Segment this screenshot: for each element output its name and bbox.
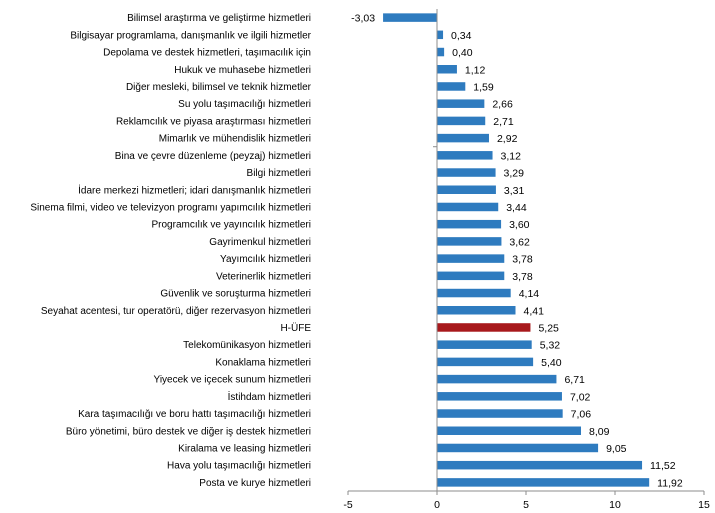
x-tick-label: 10 <box>609 499 621 511</box>
x-tick-label: 0 <box>434 499 440 511</box>
bar <box>383 13 437 22</box>
value-label: 4,14 <box>519 288 540 300</box>
value-label: 9,05 <box>606 443 627 455</box>
category-label: Su yolu taşımacılığı hizmetleri <box>178 99 311 110</box>
bar <box>437 288 511 298</box>
value-label: 0,34 <box>451 30 472 42</box>
value-label: 7,06 <box>571 409 592 421</box>
bar <box>437 151 493 160</box>
category-label: Posta ve kurye hizmetleri <box>199 478 311 489</box>
category-label: Veterinerlik hizmetleri <box>216 271 311 282</box>
category-label: Bilgisayar programlama, danışmanlık ve i… <box>70 30 311 41</box>
bar <box>437 460 643 470</box>
category-label: Gayrimenkul hizmetleri <box>209 237 311 248</box>
bar <box>437 426 582 435</box>
category-label: Bilgi hizmetleri <box>247 168 311 179</box>
value-label: -3,03 <box>351 13 375 25</box>
category-label: Seyahat acentesi, tur operatörü, diğer r… <box>41 306 311 317</box>
bar <box>437 323 531 332</box>
category-label: Büro yönetimi, büro destek ve diğer iş d… <box>66 426 311 437</box>
bar <box>437 168 496 177</box>
category-label: Kara taşımacılığı ve boru hattı taşımacı… <box>78 409 311 420</box>
value-label: 11,92 <box>657 477 683 489</box>
x-axis-ticks <box>347 491 705 495</box>
value-labels: -3,03 0,34 0,40 1,12 1,59 2,66 2,71 2,92 3,12 3,2… <box>351 13 683 490</box>
category-label: Bilimsel araştırma ve geliştirme hizmetl… <box>127 13 311 24</box>
bar <box>437 202 499 212</box>
bar <box>437 99 485 108</box>
category-label: Mimarlık ve mühendislik hizmetleri <box>159 134 311 145</box>
x-tick-label: 5 <box>523 499 529 511</box>
bar <box>437 30 444 40</box>
value-label: 3,31 <box>504 185 525 197</box>
value-label: 5,40 <box>541 357 562 369</box>
bar <box>437 443 599 453</box>
x-tick-label: -5 <box>343 499 352 511</box>
value-label: 3,62 <box>509 236 530 248</box>
category-label: Güvenlik ve soruşturma hizmetleri <box>160 289 311 300</box>
category-label: H-ÜFE <box>280 322 311 334</box>
value-label: 0,40 <box>452 47 473 59</box>
bar <box>437 478 650 487</box>
bar <box>437 185 496 194</box>
value-label: 2,71 <box>493 116 514 128</box>
category-label: Kiralama ve leasing hizmetleri <box>178 443 311 454</box>
value-label: 1,59 <box>473 81 494 93</box>
category-label: Yayımcılık hizmetleri <box>220 254 311 265</box>
bar <box>437 306 516 315</box>
value-label: 3,60 <box>509 219 530 231</box>
x-tick-label: 15 <box>698 499 710 511</box>
category-label: Hava yolu taşımacılığı hizmetleri <box>167 461 311 472</box>
value-label: 5,32 <box>540 340 561 352</box>
bar <box>437 271 505 281</box>
category-label: İdare merkezi hizmetleri; idari danışman… <box>78 183 311 196</box>
value-label: 3,78 <box>512 271 533 283</box>
category-label: Telekomünikasyon hizmetleri <box>183 340 311 351</box>
bar <box>437 392 562 401</box>
bar <box>437 65 457 74</box>
value-label: 11,52 <box>650 460 676 472</box>
category-labels: Bilimsel araştırma ve geliştirme hizmetl… <box>30 13 311 489</box>
category-label: Yiyecek ve içecek sunum hizmetleri <box>154 375 311 386</box>
bar <box>437 133 489 143</box>
value-label: 3,44 <box>506 202 527 214</box>
bar <box>437 219 502 229</box>
bar <box>437 116 486 126</box>
value-label: 2,66 <box>492 99 513 111</box>
bar <box>437 237 502 246</box>
value-label: 8,09 <box>589 426 610 438</box>
category-label: İstihdam hizmetleri <box>228 390 311 403</box>
category-label: Diğer mesleki, bilimsel ve teknik hizmet… <box>126 82 312 93</box>
value-label: 1,12 <box>465 64 486 76</box>
category-label: Bina ve çevre düzenleme (peyzaj) hizmetl… <box>115 151 311 162</box>
value-label: 5,25 <box>538 322 559 334</box>
value-label: 4,41 <box>523 305 544 317</box>
value-label: 6,71 <box>564 374 585 386</box>
category-label: Reklamcılık ve piyasa araştırması hizmet… <box>116 116 311 127</box>
category-label: Depolama ve destek hizmetleri, taşımacıl… <box>103 48 311 59</box>
category-label: Konaklama hizmetleri <box>215 357 311 368</box>
category-label: Sinema filmi, video ve televizyon progra… <box>30 202 311 213</box>
value-label: 7,02 <box>570 391 591 403</box>
bar <box>437 254 505 263</box>
bar <box>437 409 563 418</box>
category-label: Programcılık ve yayıncılık hizmetleri <box>152 220 312 231</box>
bar <box>437 340 532 349</box>
bar <box>437 47 445 57</box>
category-label: Hukuk ve muhasebe hizmetleri <box>174 65 311 76</box>
value-label: 3,78 <box>512 254 533 266</box>
bar <box>437 357 534 367</box>
bars-group <box>383 13 650 487</box>
value-label: 3,12 <box>501 150 522 162</box>
value-label: 3,29 <box>504 168 525 180</box>
value-label: 2,92 <box>497 133 518 145</box>
bar <box>437 374 557 384</box>
x-axis-tick-labels: -5 0 5 10 15 <box>343 499 710 511</box>
bar <box>437 82 466 91</box>
